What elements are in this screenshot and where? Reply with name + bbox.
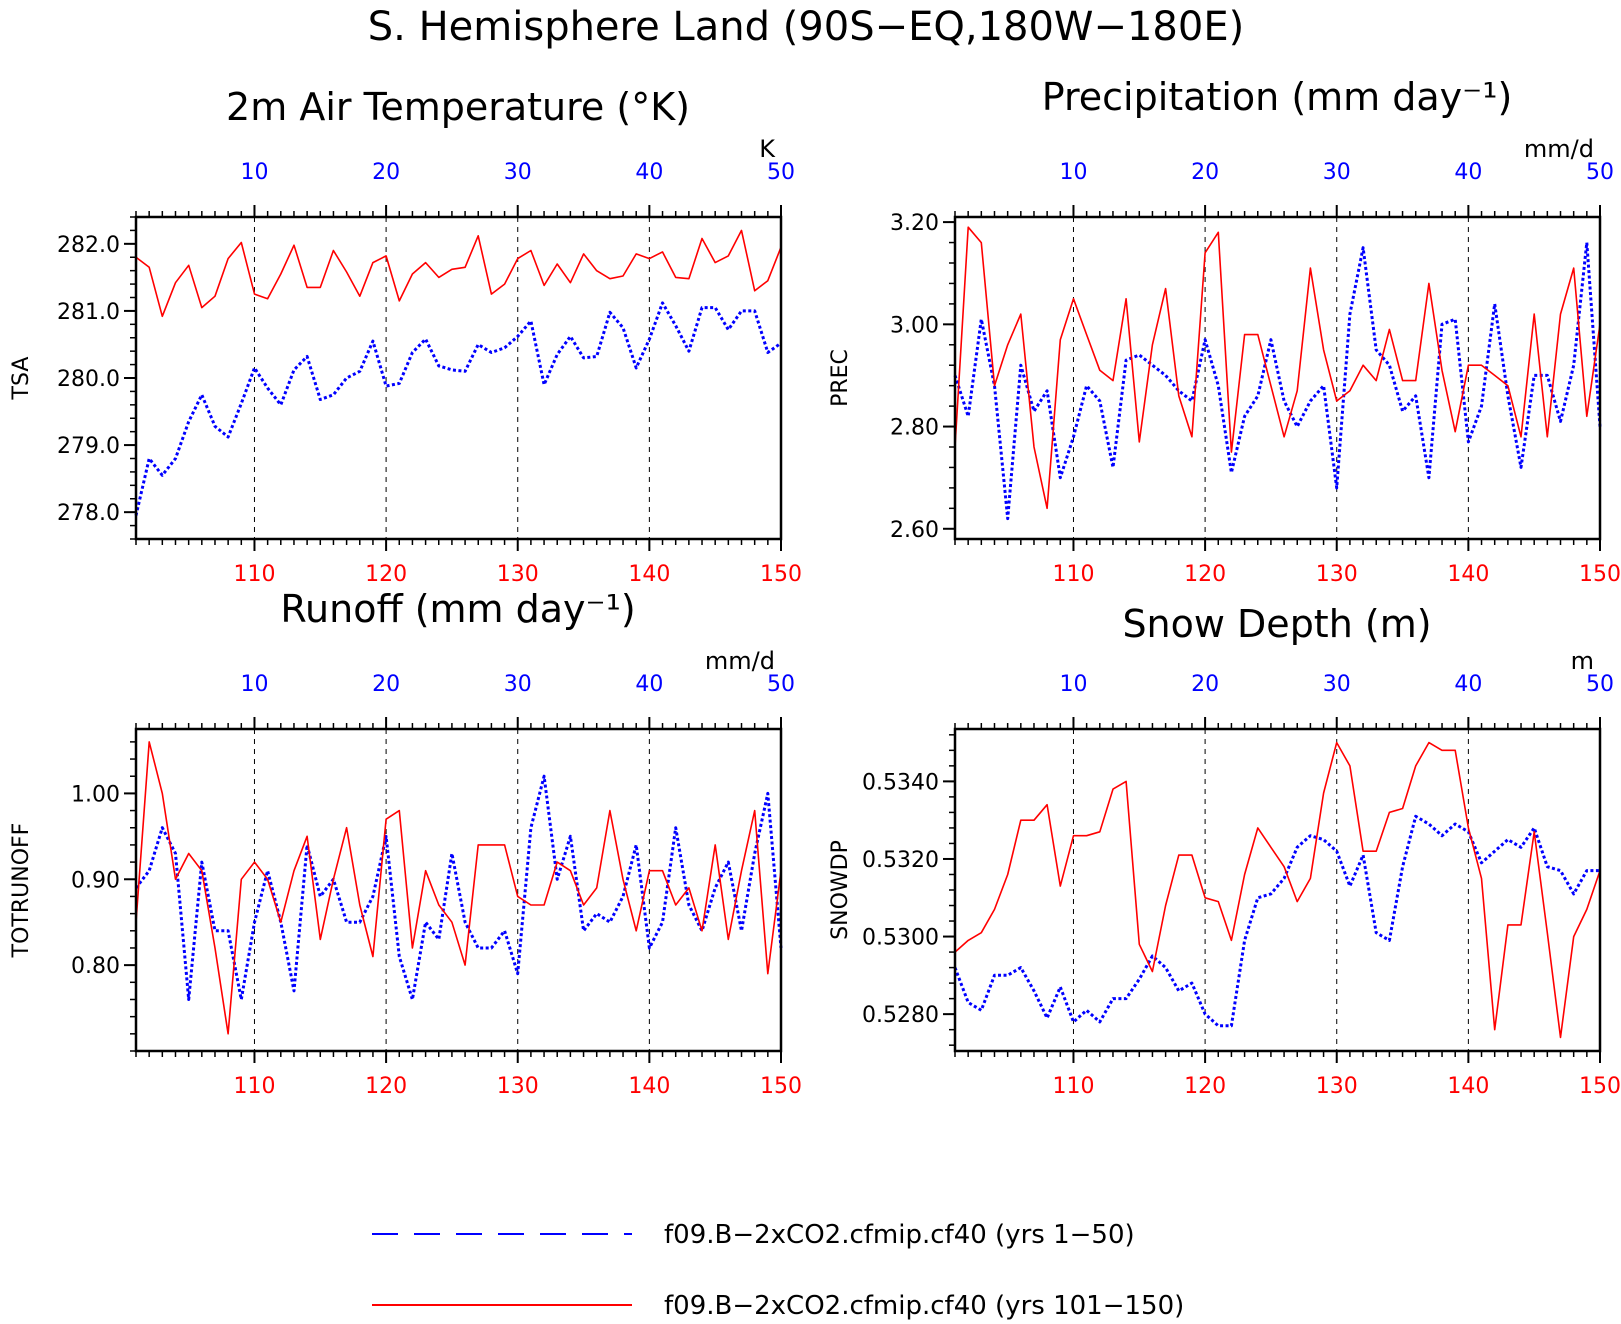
units-label: mm/d — [705, 647, 775, 675]
series-line-yrs-101-150 — [135, 741, 782, 1035]
y-tick-label: 2.80 — [890, 416, 939, 441]
x-bottom-tick-label: 110 — [233, 562, 275, 587]
chart-panel-3: Runoff (mm day⁻¹) 0.80 0.90 1.00 TOTRUNOFF 11… — [9, 587, 802, 1099]
x-top-tick-label: 20 — [1191, 160, 1219, 185]
x-top-tick-label: 30 — [1323, 160, 1351, 185]
plot-frame — [134, 727, 783, 1053]
x-top-tick-label: 30 — [1323, 672, 1351, 697]
x-top-tick-label: 10 — [240, 672, 268, 697]
x-top-tick-label: 50 — [1586, 160, 1614, 185]
x-top-tick-label: 10 — [1059, 160, 1087, 185]
x-top-tick-label: 40 — [635, 672, 663, 697]
y-tick-label: 0.5340 — [862, 770, 939, 795]
x-top-tick-label: 50 — [767, 672, 795, 697]
y-tick-label: 3.20 — [890, 211, 939, 236]
x-bottom-tick-label: 150 — [760, 1074, 802, 1099]
x-top-tick-label: 50 — [1586, 672, 1614, 697]
y-tick-label: 280.0 — [57, 367, 120, 392]
y-tick-label: 0.5280 — [862, 1003, 939, 1028]
y-tick-label: 278.0 — [57, 501, 120, 526]
y-tick-label: 2.60 — [890, 518, 939, 543]
x-bottom-tick-label: 150 — [1579, 562, 1621, 587]
units-label: K — [759, 135, 776, 163]
y-axis-label: TOTRUNOFF — [9, 823, 34, 959]
x-bottom-tick-label: 120 — [1184, 562, 1226, 587]
x-bottom-tick-label: 110 — [1052, 562, 1094, 587]
x-bottom-tick-label: 140 — [1447, 562, 1489, 587]
x-bottom-tick-label: 140 — [628, 562, 670, 587]
x-bottom-tick-label: 110 — [1052, 1074, 1094, 1099]
x-bottom-tick-label: 140 — [1447, 1074, 1489, 1099]
y-axis-label: SNOWDP — [828, 840, 853, 940]
chart-panels: 2m Air Temperature (°K) 278.0 279.0 280.0 28… — [9, 75, 1621, 1099]
chart-title: Precipitation (mm day⁻¹) — [1042, 75, 1513, 119]
y-axis-label: PREC — [828, 349, 853, 407]
x-bottom-tick-label: 130 — [497, 1074, 539, 1099]
chart-panel-2: Precipitation (mm day⁻¹) 2.60 2.80 3.00 3.20… — [828, 75, 1621, 587]
units-label: mm/d — [1524, 135, 1594, 163]
x-top-tick-label: 10 — [1059, 672, 1087, 697]
x-top-tick-label: 40 — [1454, 672, 1482, 697]
x-top-tick-label: 20 — [372, 160, 400, 185]
y-tick-label: 0.80 — [71, 954, 120, 979]
series-line-yrs-1-50 — [953, 241, 1602, 521]
plot-frame — [134, 215, 783, 541]
chart-title: 2m Air Temperature (°K) — [226, 85, 690, 129]
x-bottom-tick-label: 120 — [365, 562, 407, 587]
x-bottom-tick-label: 150 — [760, 562, 802, 587]
plot-frame — [953, 727, 1602, 1053]
y-tick-label: 281.0 — [57, 300, 120, 325]
x-bottom-tick-label: 130 — [1316, 562, 1358, 587]
x-bottom-tick-label: 120 — [1184, 1074, 1226, 1099]
units-label: m — [1571, 647, 1594, 675]
series-line-yrs-1-50 — [134, 301, 782, 516]
y-tick-label: 282.0 — [57, 233, 120, 258]
y-tick-label: 0.5300 — [862, 926, 939, 951]
x-bottom-tick-label: 150 — [1579, 1074, 1621, 1099]
x-top-tick-label: 20 — [372, 672, 400, 697]
x-bottom-tick-label: 130 — [497, 562, 539, 587]
y-tick-label: 3.00 — [890, 313, 939, 338]
series-line-yrs-1-50 — [134, 774, 783, 1001]
plot-frame — [953, 215, 1602, 541]
x-top-tick-label: 50 — [767, 160, 795, 185]
series-line-yrs-101-150 — [954, 741, 1601, 1039]
chart-title: Runoff (mm day⁻¹) — [280, 587, 635, 631]
x-top-tick-label: 30 — [504, 672, 532, 697]
x-bottom-tick-label: 110 — [233, 1074, 275, 1099]
legend-label-series-b: f09.B−2xCO2.cfmip.cf40 (yrs 101−150) — [664, 1291, 1184, 1321]
y-tick-label: 0.90 — [71, 868, 120, 893]
x-top-tick-label: 40 — [635, 160, 663, 185]
y-tick-label: 0.5320 — [862, 848, 939, 873]
x-bottom-tick-label: 140 — [628, 1074, 670, 1099]
legend-label-series-a: f09.B−2xCO2.cfmip.cf40 (yrs 1−50) — [664, 1220, 1135, 1250]
x-bottom-tick-label: 120 — [365, 1074, 407, 1099]
y-axis-label: TSA — [9, 357, 34, 401]
legend: f09.B−2xCO2.cfmip.cf40 (yrs 1−50) f09.B−… — [372, 1220, 1184, 1321]
page-title: S. Hemisphere Land (90S−EQ,180W−180E) — [368, 4, 1244, 50]
chart-panel-4: Snow Depth (m) 0.5280 0.5300 0.5320 0.5340 SN… — [828, 602, 1621, 1099]
x-top-tick-label: 30 — [504, 160, 532, 185]
x-top-tick-label: 10 — [240, 160, 268, 185]
y-tick-label: 1.00 — [71, 782, 120, 807]
x-top-tick-label: 40 — [1454, 160, 1482, 185]
series-line-yrs-101-150 — [954, 226, 1601, 510]
y-tick-label: 279.0 — [57, 434, 120, 459]
series-line-yrs-1-50 — [953, 814, 1600, 1028]
x-bottom-tick-label: 130 — [1316, 1074, 1358, 1099]
chart-panel-1: 2m Air Temperature (°K) 278.0 279.0 280.0 28… — [9, 85, 802, 587]
series-line-yrs-101-150 — [135, 229, 782, 318]
chart-title: Snow Depth (m) — [1122, 602, 1431, 646]
x-top-tick-label: 20 — [1191, 672, 1219, 697]
